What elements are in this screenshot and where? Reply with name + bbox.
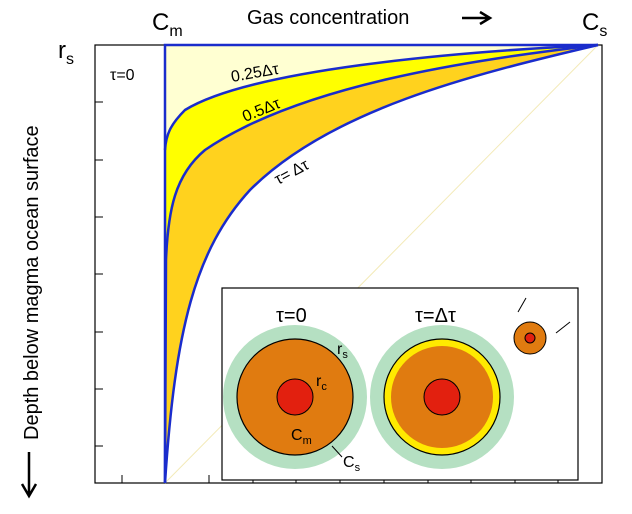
inset-title: τ=Δτ: [415, 305, 456, 327]
text-part: m: [169, 23, 182, 40]
text-part: s: [66, 51, 74, 68]
text-part: C: [291, 427, 303, 444]
core: [277, 379, 313, 415]
cm-label: Cm: [152, 9, 183, 40]
text-part: c: [321, 381, 327, 393]
text-part: s: [355, 462, 361, 474]
x-arrow: [462, 12, 490, 24]
y-arrow: [22, 452, 36, 496]
y-title: Depth below magma ocean surface: [21, 125, 43, 440]
small-core: [525, 333, 535, 343]
diagram: Cm Gas concentration Cs rs Depth below m…: [0, 0, 632, 509]
text-part: C: [582, 9, 599, 36]
text-part: s: [342, 349, 348, 361]
text-part: r: [58, 37, 66, 64]
curve-label: τ=0: [110, 67, 135, 84]
rs-label: rs: [58, 37, 74, 68]
text-part: C: [152, 9, 169, 36]
text-part: C: [343, 454, 355, 471]
text-part: s: [599, 23, 607, 40]
cs-label: Cs: [582, 9, 607, 40]
inset-title: τ=0: [276, 305, 307, 327]
x-title: Gas concentration: [247, 7, 409, 29]
core: [424, 379, 460, 415]
text-part: m: [303, 435, 312, 447]
